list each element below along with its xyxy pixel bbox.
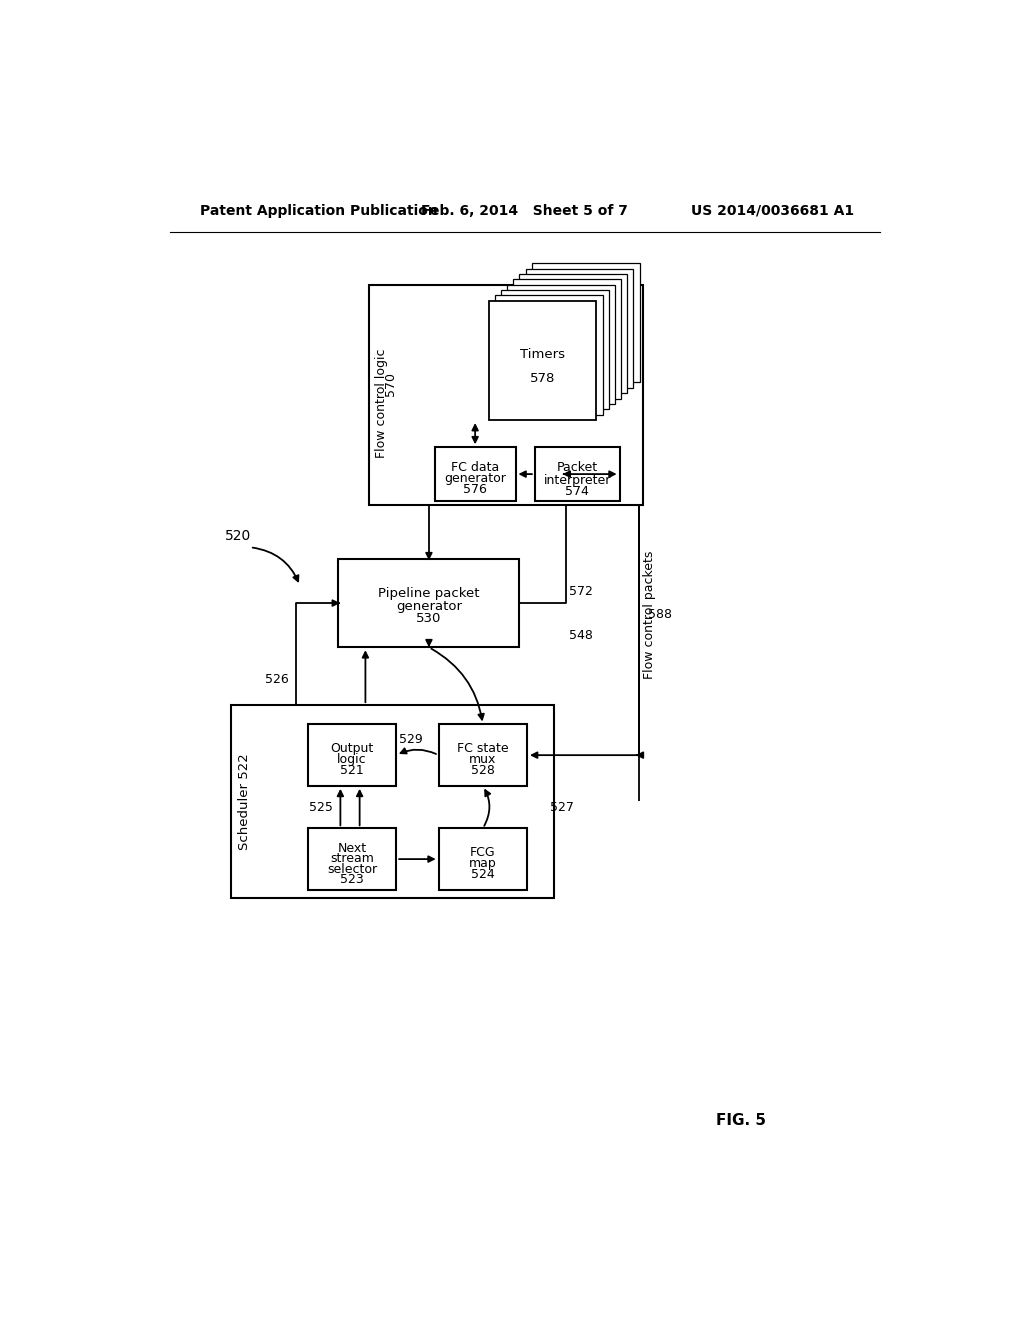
Text: Flow control packets: Flow control packets bbox=[643, 550, 656, 678]
Text: FIG. 5: FIG. 5 bbox=[716, 1113, 766, 1129]
Bar bbox=[519, 275, 628, 393]
Text: Output: Output bbox=[331, 742, 374, 755]
Text: 526: 526 bbox=[264, 673, 289, 685]
Text: Packet: Packet bbox=[557, 462, 598, 474]
Text: 574: 574 bbox=[565, 484, 589, 498]
Text: Scheduler 522: Scheduler 522 bbox=[238, 752, 251, 850]
Bar bbox=[495, 296, 602, 414]
Bar bbox=[525, 268, 634, 388]
Text: FCG: FCG bbox=[470, 846, 496, 859]
Text: 578: 578 bbox=[529, 372, 555, 385]
Text: 530: 530 bbox=[416, 612, 441, 624]
Text: US 2014/0036681 A1: US 2014/0036681 A1 bbox=[691, 203, 854, 218]
Bar bbox=[339, 558, 519, 647]
Text: Patent Application Publication: Patent Application Publication bbox=[200, 203, 437, 218]
Bar bbox=[307, 725, 396, 785]
Text: FC state: FC state bbox=[457, 742, 509, 755]
Text: Next: Next bbox=[337, 842, 367, 855]
Text: 570: 570 bbox=[384, 372, 397, 396]
Bar bbox=[531, 263, 640, 383]
Text: mux: mux bbox=[469, 754, 497, 767]
Bar bbox=[435, 447, 515, 502]
Text: interpreter: interpreter bbox=[544, 474, 611, 487]
Bar bbox=[535, 447, 620, 502]
Text: generator: generator bbox=[444, 473, 506, 486]
Text: 520: 520 bbox=[225, 529, 252, 543]
Bar bbox=[501, 290, 608, 409]
Text: selector: selector bbox=[327, 862, 377, 875]
Text: Pipeline packet: Pipeline packet bbox=[378, 587, 479, 601]
Bar bbox=[513, 280, 621, 399]
Text: Timers: Timers bbox=[520, 348, 565, 362]
Bar bbox=[370, 285, 643, 504]
Text: 572: 572 bbox=[569, 585, 593, 598]
Text: logic: logic bbox=[337, 754, 367, 767]
Text: map: map bbox=[469, 857, 497, 870]
Text: Flow control logic: Flow control logic bbox=[375, 348, 388, 458]
Text: 521: 521 bbox=[340, 764, 364, 777]
Text: 525: 525 bbox=[309, 801, 333, 813]
Bar bbox=[438, 829, 527, 890]
Bar bbox=[230, 705, 554, 898]
Text: 523: 523 bbox=[340, 873, 364, 886]
Bar bbox=[438, 725, 527, 785]
Text: 548: 548 bbox=[569, 630, 593, 643]
Text: 588: 588 bbox=[648, 609, 673, 622]
Text: 524: 524 bbox=[471, 869, 495, 880]
Text: Feb. 6, 2014   Sheet 5 of 7: Feb. 6, 2014 Sheet 5 of 7 bbox=[421, 203, 629, 218]
Bar bbox=[488, 301, 596, 420]
Text: stream: stream bbox=[330, 851, 374, 865]
Text: 527: 527 bbox=[550, 801, 574, 813]
Text: 528: 528 bbox=[471, 764, 495, 777]
Bar bbox=[507, 285, 614, 404]
Text: 529: 529 bbox=[399, 733, 423, 746]
Text: FC data: FC data bbox=[451, 462, 500, 474]
Text: generator: generator bbox=[396, 599, 462, 612]
Text: 576: 576 bbox=[463, 483, 487, 496]
Bar bbox=[307, 829, 396, 890]
